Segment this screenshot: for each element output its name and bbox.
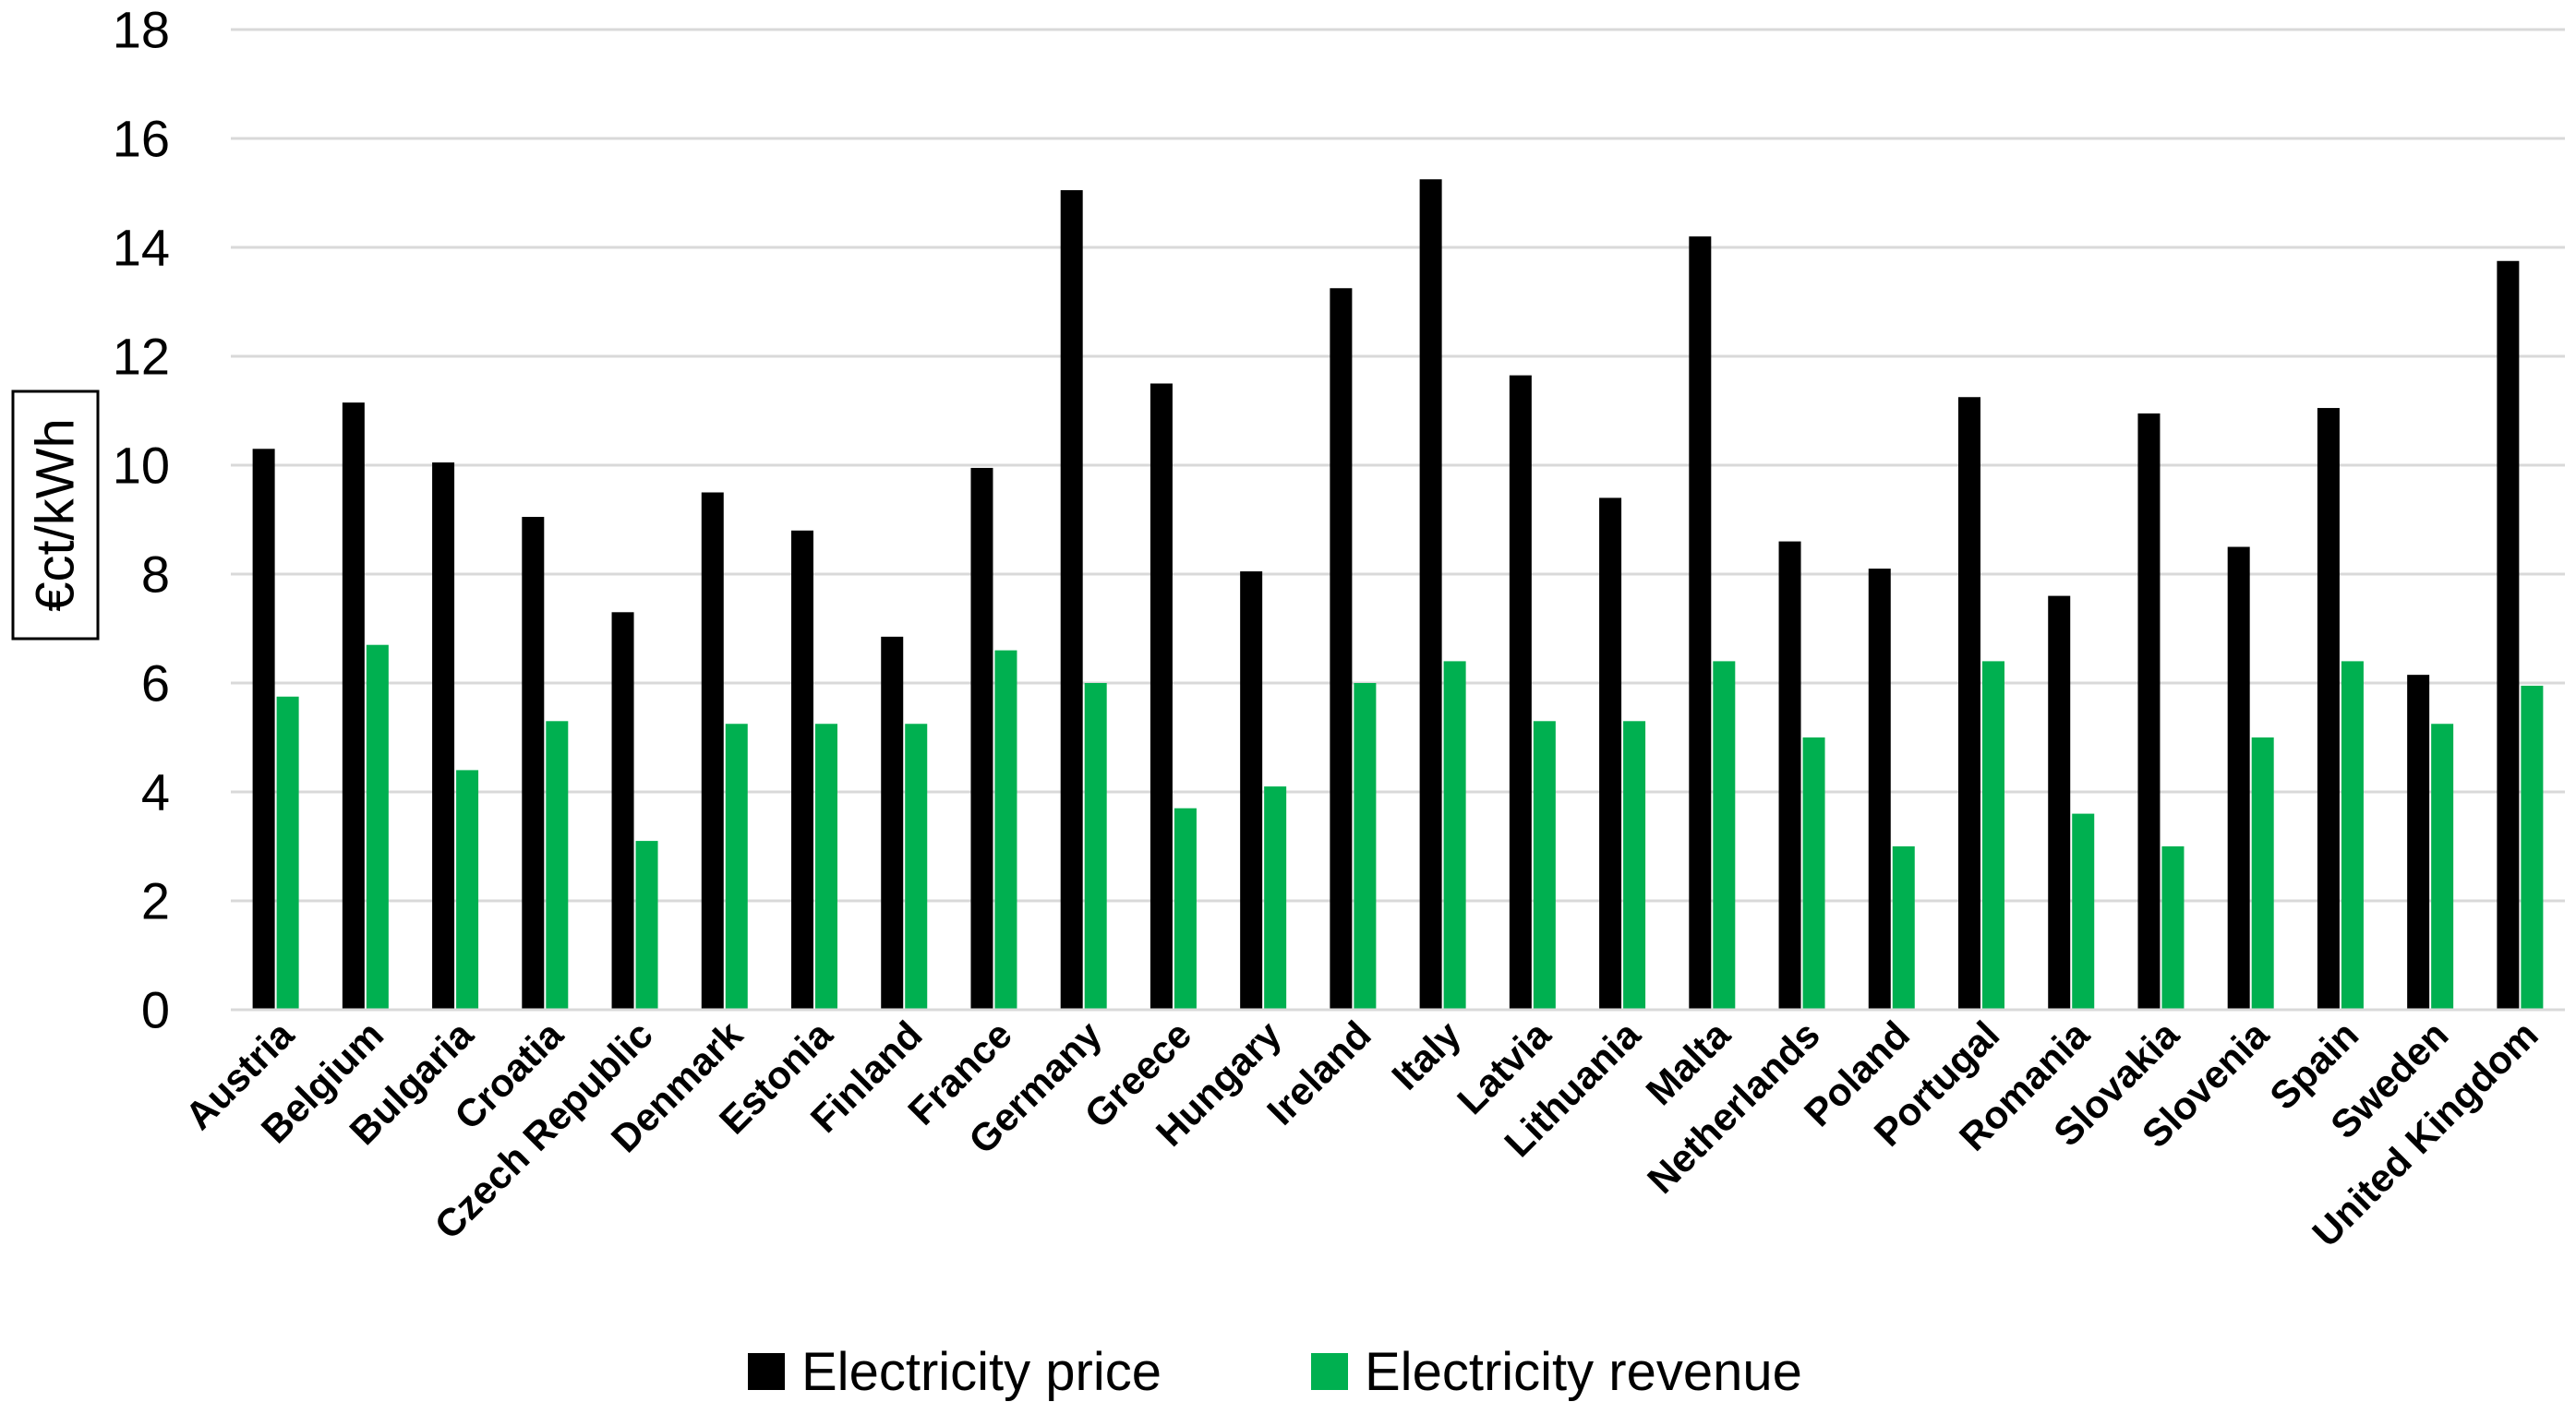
bar-electricity-revenue-united-kingdom [2521,685,2544,1010]
bar-electricity-price-germany [1060,190,1083,1011]
bar-electricity-revenue-slovakia [2161,846,2185,1010]
bar-electricity-revenue-spain [2341,661,2364,1010]
bar-electricity-revenue-greece [1174,808,1197,1010]
bar-electricity-revenue-romania [2072,813,2095,1010]
bar-electricity-revenue-lithuania [1623,721,1646,1010]
bar-electricity-price-latvia [1509,375,1532,1010]
bar-electricity-price-ireland [1330,288,1353,1010]
legend-swatch-electricity-revenue [1311,1353,1348,1390]
bar-electricity-revenue-latvia [1533,721,1556,1010]
bar-electricity-price-slovakia [2137,413,2161,1010]
bar-electricity-price-portugal [1958,397,1980,1010]
bar-electricity-price-lithuania [1599,497,1622,1010]
bar-electricity-revenue-slovenia [2251,737,2274,1010]
bar-electricity-revenue-bulgaria [456,770,479,1010]
y-tick-label-8: 8 [141,545,170,604]
bar-electricity-revenue-netherlands [1802,737,1825,1010]
y-axis-ticks: 0 2 4 6 8 10 12 14 16 18 [113,1,170,1039]
bar-electricity-price-sweden [2407,675,2430,1010]
y-tick-label-14: 14 [113,219,170,277]
y-tick-label-18: 18 [113,1,170,59]
y-axis-title-text: €ct/kWh [26,418,86,612]
legend-label-electricity-revenue: Electricity revenue [1365,1342,1802,1402]
bar-electricity-revenue-czech-republic [635,841,658,1010]
bar-electricity-price-estonia [791,530,813,1010]
bar-electricity-revenue-portugal [1982,661,2004,1010]
bar-electricity-price-belgium [342,402,365,1010]
y-tick-label-2: 2 [141,872,170,930]
bar-electricity-revenue-austria [276,696,299,1010]
bar-electricity-price-austria [252,449,275,1010]
bar-electricity-price-poland [1868,569,1891,1010]
bar-electricity-revenue-croatia [546,721,569,1010]
bar-electricity-revenue-finland [905,724,928,1010]
bar-electricity-revenue-germany [1084,683,1107,1010]
bar-electricity-price-finland [881,636,904,1010]
y-tick-label-4: 4 [141,763,170,821]
bar-electricity-price-czech-republic [611,612,634,1010]
bar-electricity-revenue-malta [1713,661,1736,1010]
bar-electricity-revenue-france [994,650,1017,1010]
gridlines [231,28,2565,903]
bar-electricity-price-greece [1150,383,1173,1010]
legend-label-electricity-price: Electricity price [801,1342,1162,1402]
bar-electricity-revenue-italy [1443,661,1466,1010]
bar-electricity-revenue-estonia [815,724,837,1010]
bar-electricity-revenue-poland [1892,846,1915,1010]
legend: Electricity price Electricity revenue [748,1342,1802,1402]
bar-electricity-price-denmark [701,492,724,1010]
y-tick-label-0: 0 [141,981,170,1039]
bar-electricity-price-france [970,467,993,1010]
legend-swatch-electricity-price [748,1353,785,1390]
bars [252,179,2544,1011]
bar-electricity-revenue-belgium [366,644,389,1010]
bar-electricity-revenue-denmark [725,724,748,1010]
bar-electricity-price-spain [2317,408,2340,1010]
y-tick-label-16: 16 [113,110,170,168]
bar-electricity-price-romania [2048,595,2071,1010]
y-tick-label-12: 12 [113,328,170,386]
bar-electricity-revenue-hungary [1264,786,1287,1010]
y-axis-title: €ct/kWh [11,389,100,641]
bar-electricity-price-netherlands [1778,541,1801,1010]
bar-electricity-revenue-ireland [1354,683,1377,1010]
bar-electricity-price-croatia [522,517,545,1010]
y-tick-label-10: 10 [113,437,170,495]
bar-electricity-revenue-sweden [2431,724,2454,1010]
bar-electricity-price-bulgaria [432,462,455,1010]
y-tick-label-6: 6 [141,654,170,713]
bar-electricity-price-italy [1419,179,1442,1010]
bar-electricity-price-slovenia [2227,546,2250,1010]
bar-electricity-price-hungary [1240,571,1263,1010]
y-axis-title-box [11,389,100,641]
bar-electricity-price-united-kingdom [2497,260,2520,1010]
bar-electricity-price-malta [1689,236,1712,1010]
